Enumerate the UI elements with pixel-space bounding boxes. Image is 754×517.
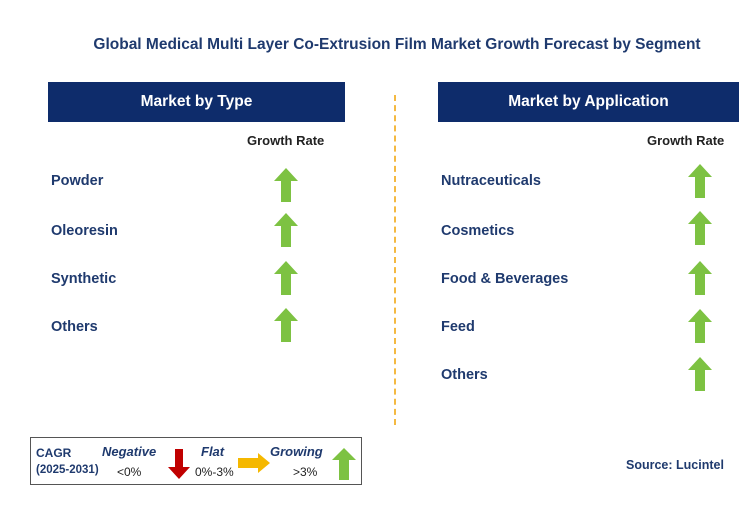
legend-negative-label: Negative bbox=[102, 444, 157, 459]
growth-up-arrow-icon bbox=[274, 168, 298, 202]
legend-growing-label: Growing bbox=[270, 444, 323, 459]
negative-down-arrow-icon bbox=[168, 449, 190, 479]
market-by-application-header: Market by Application bbox=[438, 82, 739, 122]
application-row-cosmetics: Cosmetics bbox=[441, 223, 515, 239]
panel-divider bbox=[394, 95, 396, 425]
growth-up-arrow-icon bbox=[688, 211, 712, 245]
growth-up-arrow-icon bbox=[688, 309, 712, 343]
right-growth-rate-label: Growth Rate bbox=[647, 133, 725, 148]
legend-negative-range: <0% bbox=[117, 465, 142, 479]
left-growth-rate-label: Growth Rate bbox=[247, 133, 325, 148]
legend-period: (2025-2031) bbox=[36, 464, 99, 476]
legend-growing-range: >3% bbox=[293, 465, 318, 479]
type-row-oleoresin: Oleoresin bbox=[51, 223, 118, 239]
market-by-type-header: Market by Type bbox=[48, 82, 345, 122]
growing-up-arrow-icon bbox=[332, 448, 356, 480]
legend-flat-range: 0%-3% bbox=[195, 465, 234, 479]
growth-up-arrow-icon bbox=[274, 261, 298, 295]
type-row-others: Others bbox=[51, 319, 98, 335]
growth-up-arrow-icon bbox=[688, 261, 712, 295]
growth-up-arrow-icon bbox=[688, 164, 712, 198]
legend-cagr-label: CAGR bbox=[36, 446, 72, 460]
application-row-others: Others bbox=[441, 367, 488, 383]
growth-up-arrow-icon bbox=[274, 213, 298, 247]
source-label: Source: Lucintel bbox=[626, 458, 724, 472]
legend-flat-label: Flat bbox=[201, 444, 225, 459]
flat-right-arrow-icon bbox=[238, 453, 270, 473]
growth-up-arrow-icon bbox=[274, 308, 298, 342]
cagr-legend: CAGR (2025-2031) Negative <0% Flat 0%-3%… bbox=[30, 437, 362, 485]
type-row-powder: Powder bbox=[51, 173, 104, 189]
application-row-feed: Feed bbox=[441, 319, 475, 335]
page-title: Global Medical Multi Layer Co-Extrusion … bbox=[93, 36, 701, 53]
application-row-nutraceuticals: Nutraceuticals bbox=[441, 173, 541, 189]
growth-up-arrow-icon bbox=[688, 357, 712, 391]
type-row-synthetic: Synthetic bbox=[51, 271, 117, 287]
application-row-food-beverages: Food & Beverages bbox=[441, 271, 569, 287]
